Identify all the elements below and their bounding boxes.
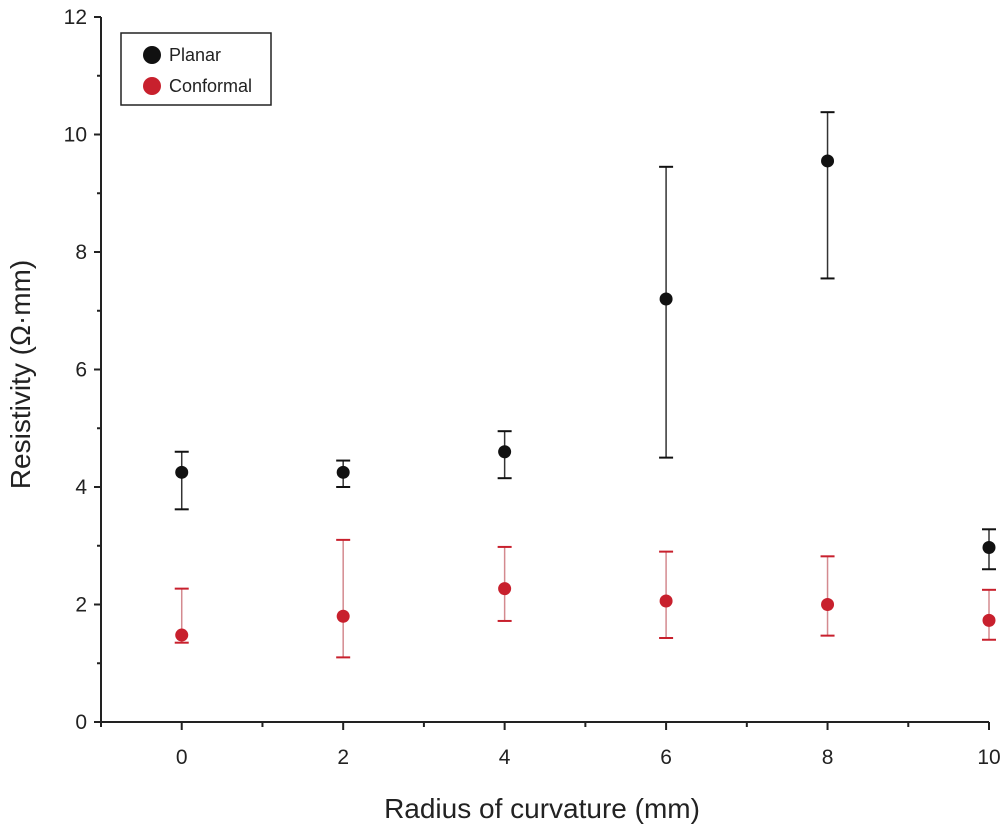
planar-data-point — [175, 465, 189, 479]
x-tick-label: 2 — [337, 746, 349, 769]
y-tick-label: 6 — [75, 359, 87, 382]
y-axis-ticks: 0 2 4 6 8 10 12 — [64, 6, 101, 734]
y-axis-label: Resistivity (Ω·mm) — [5, 260, 36, 489]
legend-label-conformal: Conformal — [169, 76, 252, 96]
x-tick-label: 10 — [977, 746, 1000, 769]
x-axis-ticks: 0 2 4 6 8 10 — [100, 722, 1000, 769]
error-bars — [174, 111, 996, 659]
conformal-data-point — [821, 598, 835, 611]
y-tick-label: 0 — [75, 711, 87, 734]
data-points — [175, 154, 996, 642]
conformal-data-point — [659, 594, 673, 608]
legend-box — [120, 32, 272, 106]
y-tick-label: 10 — [64, 124, 87, 147]
y-tick-label: 12 — [64, 6, 87, 29]
conformal-data-point — [498, 582, 512, 596]
legend: Planar Conformal — [120, 32, 272, 106]
conformal-data-point — [336, 609, 350, 623]
legend-marker-conformal — [143, 77, 161, 95]
x-tick-label: 6 — [660, 746, 672, 769]
conformal-data-point — [982, 613, 996, 627]
legend-marker-planar — [143, 46, 161, 64]
legend-label-planar: Planar — [169, 45, 221, 65]
axes — [100, 17, 989, 723]
x-tick-label: 4 — [499, 746, 511, 769]
x-tick-label: 0 — [176, 746, 188, 769]
x-axis-label: Radius of curvature (mm) — [384, 793, 700, 824]
y-tick-label: 4 — [75, 476, 87, 499]
y-tick-label: 8 — [75, 241, 87, 264]
planar-data-point — [982, 541, 996, 555]
planar-data-point — [336, 465, 350, 479]
x-tick-label: 8 — [822, 746, 834, 769]
planar-data-point — [659, 292, 673, 306]
planar-data-point — [821, 154, 835, 168]
conformal-data-point — [175, 628, 189, 642]
y-tick-label: 2 — [75, 594, 87, 617]
planar-data-point — [498, 445, 512, 459]
